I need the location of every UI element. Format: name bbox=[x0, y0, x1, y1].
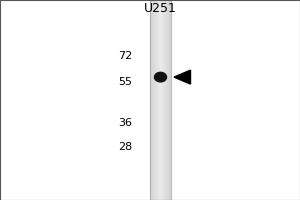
Ellipse shape bbox=[154, 72, 167, 83]
Text: U251: U251 bbox=[144, 2, 177, 16]
Text: 55: 55 bbox=[118, 77, 132, 87]
Text: 72: 72 bbox=[118, 51, 132, 61]
Text: 36: 36 bbox=[118, 118, 132, 128]
Text: 28: 28 bbox=[118, 142, 132, 152]
Polygon shape bbox=[174, 70, 190, 84]
